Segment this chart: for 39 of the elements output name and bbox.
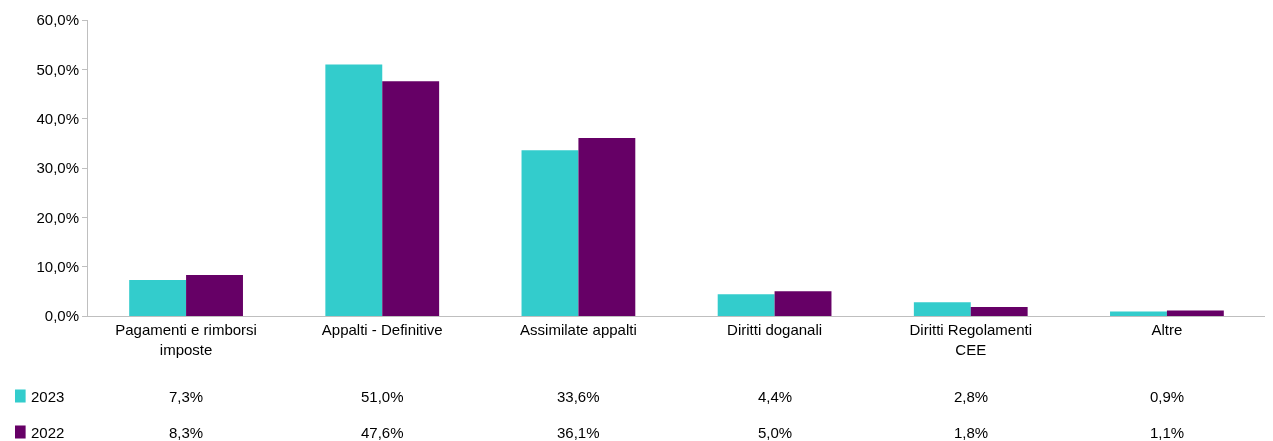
y-tick-label: 20,0% [36, 208, 79, 226]
data-label: 4,4% [758, 388, 793, 405]
data-label: 5,0% [758, 424, 793, 441]
x-tick-label: Diritti doganali [727, 321, 823, 338]
data-label: 1,1% [1150, 424, 1185, 441]
bar [1166, 310, 1224, 316]
data-label: 0,9% [1150, 388, 1185, 405]
data-label: 33,6% [557, 388, 600, 405]
bar [913, 302, 971, 316]
legend-label: 2022 [31, 424, 65, 441]
bar [521, 150, 579, 316]
data-label: 36,1% [557, 424, 600, 441]
x-tick-label: Appalti - Definitive [321, 321, 443, 338]
x-tick-label: Altre [1151, 321, 1183, 338]
y-tick-label: 60,0% [36, 11, 79, 29]
y-tick-label: 50,0% [36, 60, 79, 78]
bar [1110, 311, 1167, 316]
bar [129, 279, 187, 316]
bar [382, 81, 440, 316]
bar [578, 137, 636, 316]
x-tick-label: Diritti Regolamenti CEE [909, 321, 1033, 358]
data-label: 7,3% [169, 388, 204, 405]
y-tick-label: 10,0% [36, 257, 79, 275]
bar [186, 275, 243, 316]
data-label: 2,8% [954, 388, 989, 405]
y-tick-label: 30,0% [36, 159, 79, 177]
y-tick-label: 0,0% [44, 307, 79, 325]
bar [774, 291, 832, 316]
x-tick-label: Assimilate appalti [520, 321, 637, 338]
data-label: 51,0% [361, 388, 404, 405]
x-tick-label: Pagamenti e rimborsi imposte [115, 321, 257, 358]
y-tick-label: 40,0% [36, 109, 79, 127]
data-label: 8,3% [169, 424, 204, 441]
data-label: 1,8% [954, 424, 989, 441]
bar [717, 294, 775, 316]
data-label: 47,6% [361, 424, 404, 441]
legend-label: 2023 [31, 388, 65, 405]
bar [970, 307, 1028, 316]
bar [325, 64, 383, 316]
